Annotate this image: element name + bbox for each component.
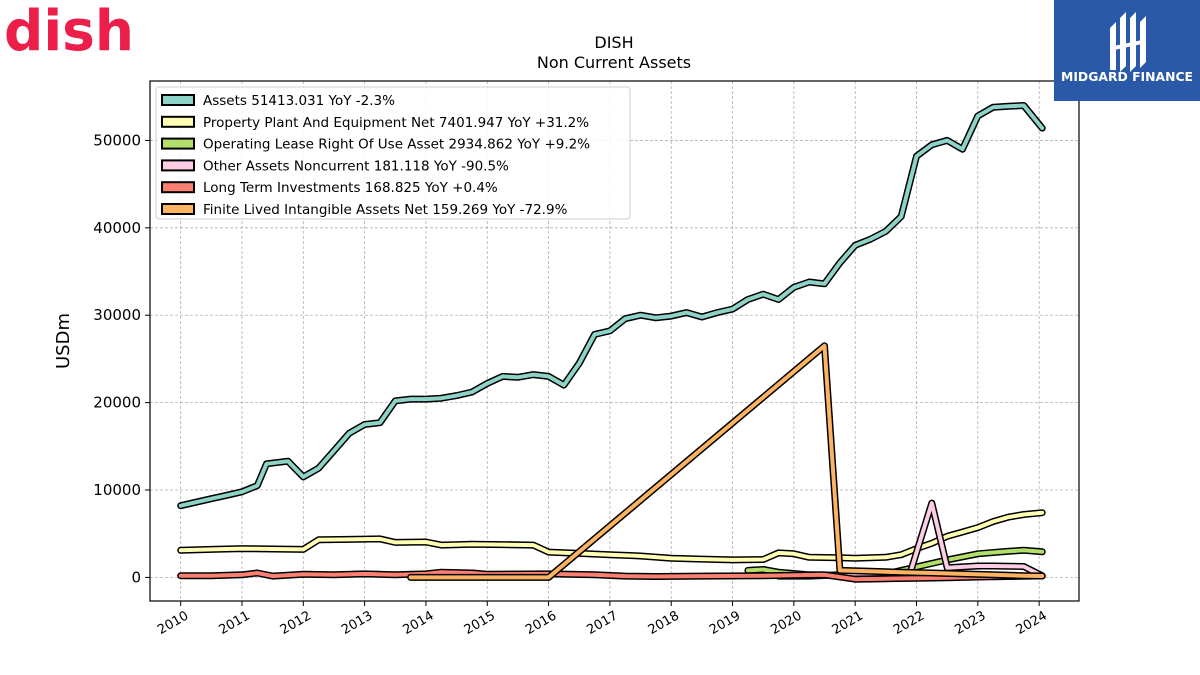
x-tick-label: 2010 (155, 608, 191, 638)
series-0 (177, 102, 1046, 510)
series-layer (177, 102, 1046, 583)
series-line (178, 103, 1045, 508)
x-tick-label: 2018 (646, 608, 682, 638)
legend-swatch (161, 181, 195, 194)
x-tick-label: 2015 (462, 608, 498, 638)
legend-swatch (161, 94, 195, 106)
legend-swatch (161, 137, 195, 150)
y-axis-label: USDm (53, 313, 74, 369)
legend-label: Assets 51413.031 YoY -2.3% (203, 93, 395, 109)
legend-label: Other Assets Noncurrent 181.118 YoY -90.… (203, 158, 509, 174)
y-tick-label: 40000 (93, 219, 141, 237)
dish-logo: dish (4, 2, 134, 58)
legend-swatch (161, 203, 195, 215)
dish-logo-text: dish (4, 2, 134, 58)
x-tick-label: 2019 (707, 608, 743, 638)
legend-swatch (161, 159, 195, 172)
legend-label: Finite Lived Intangible Assets Net 159.2… (203, 202, 568, 218)
midgard-finance-logo: MIDGARD FINANCE (1054, 0, 1200, 101)
legend-box (155, 86, 631, 220)
y-tick-label: 10000 (93, 481, 141, 499)
chart-subtitle: Non Current Assets (537, 53, 691, 72)
legend-label: Property Plant And Equipment Net 7401.94… (203, 115, 589, 131)
x-tick-label: 2013 (339, 608, 375, 638)
x-tick-label: 2024 (1014, 608, 1050, 638)
legend: Assets 51413.031 YoY -2.3% Property Plant… (155, 86, 631, 220)
legend-label: Operating Lease Right Of Use Asset 2934.… (203, 137, 590, 153)
x-tick-label: 2014 (400, 608, 436, 638)
series-line (408, 343, 1045, 580)
x-tick-label: 2021 (830, 608, 866, 638)
x-tick-label: 2011 (216, 608, 252, 638)
logo-background (1054, 0, 1200, 101)
series-line (178, 510, 1045, 562)
y-tick-label: 0 (131, 568, 141, 586)
x-tick-label: 2017 (584, 608, 620, 638)
x-tick-label: 2016 (523, 608, 559, 638)
midgard-finance-text: MIDGARD FINANCE (1061, 70, 1193, 84)
x-tick-label: 2023 (952, 608, 988, 638)
x-tick-label: 2022 (891, 608, 927, 638)
x-tick-label: 2020 (768, 608, 804, 638)
x-axis: 2010 2011 2012 2013 2014 2015 2016 2017 2018 2019… (155, 601, 1050, 638)
plot-frame (149, 80, 1080, 602)
legend-swatch (161, 115, 195, 128)
x-tick-label: 2012 (278, 608, 314, 638)
midgard-emblem-icon (1110, 12, 1146, 72)
y-axis: 0 10000 20000 30000 40000 50000 (93, 131, 150, 586)
y-tick-label: 30000 (93, 306, 141, 324)
chart-title: DISH (594, 33, 633, 52)
y-tick-label: 20000 (93, 394, 141, 412)
y-tick-label: 50000 (93, 131, 141, 149)
series-5 (407, 342, 1046, 581)
legend-label: Long Term Investments 168.825 YoY +0.4% (203, 180, 498, 196)
series-1 (177, 509, 1046, 564)
